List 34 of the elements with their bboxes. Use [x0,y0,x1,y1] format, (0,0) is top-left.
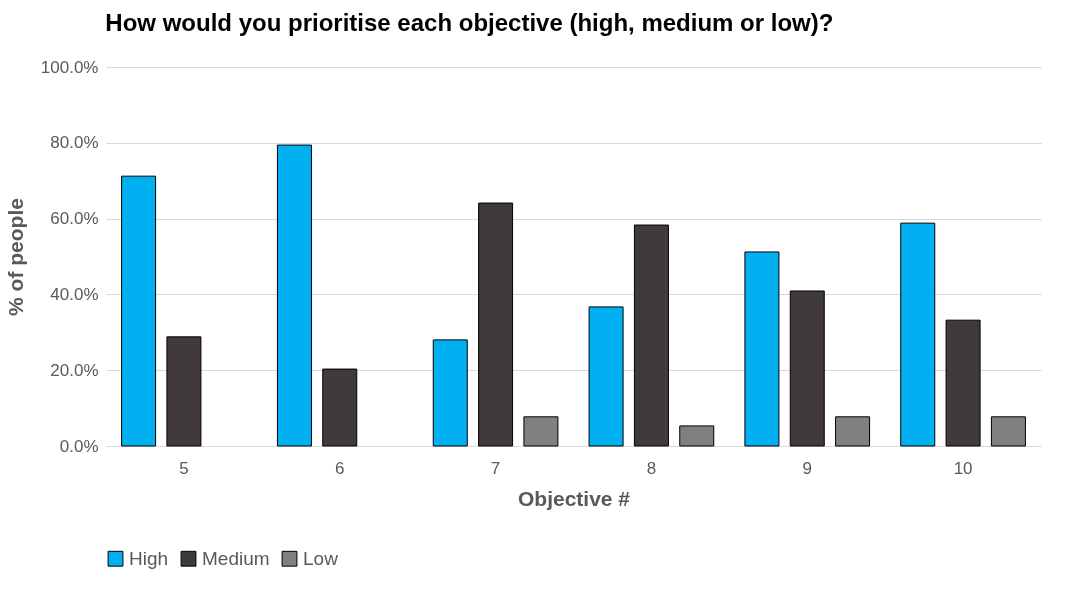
x-tick-label: 6 [335,458,345,478]
y-tick-label: 0.0% [59,436,99,456]
bar [276,144,312,447]
bar [945,319,981,447]
x-axis-title: Objective # [517,486,631,510]
bar [523,416,559,447]
x-tick-label: 5 [179,458,189,478]
y-axis-title: % of people [3,198,27,316]
bar [166,336,202,447]
bar [478,202,514,447]
y-tick-label: 20.0% [50,360,99,380]
bar [744,251,780,447]
legend-label: Low [303,547,339,569]
x-tick-label: 7 [490,458,501,478]
legend-label: High [129,547,169,569]
bar [835,416,871,447]
legend-label: Medium [202,547,270,569]
bar [633,224,669,447]
bar [121,175,157,447]
bar [588,306,624,447]
x-tick-label: 8 [646,458,657,478]
x-tick-label: 9 [802,458,812,478]
bar [789,290,825,447]
bar [679,425,715,447]
y-tick-label: 80.0% [50,133,99,153]
y-tick-label: 60.0% [50,209,99,229]
bar [432,339,468,447]
y-tick-label: 100.0% [40,57,99,77]
bar [990,416,1026,447]
chart-title: How would you prioritise each objective (high, medium or low)? [105,9,834,36]
x-tick-label: 10 [953,458,973,478]
bar [322,368,358,447]
y-tick-label: 40.0% [50,284,99,304]
bar [900,222,936,447]
